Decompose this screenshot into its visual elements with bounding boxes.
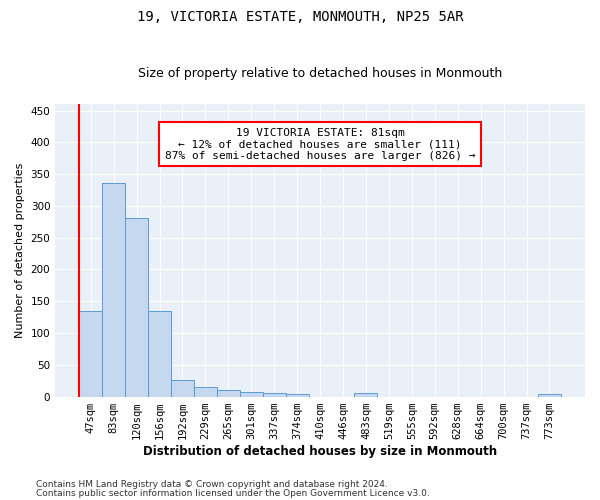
X-axis label: Distribution of detached houses by size in Monmouth: Distribution of detached houses by size … <box>143 444 497 458</box>
Bar <box>102 183 125 396</box>
Bar <box>148 312 171 396</box>
Bar <box>355 394 377 396</box>
Text: Contains HM Land Registry data © Crown copyright and database right 2024.: Contains HM Land Registry data © Crown c… <box>36 480 388 489</box>
Y-axis label: Number of detached properties: Number of detached properties <box>15 162 25 338</box>
Text: 19 VICTORIA ESTATE: 81sqm
← 12% of detached houses are smaller (111)
87% of semi: 19 VICTORIA ESTATE: 81sqm ← 12% of detac… <box>165 128 475 161</box>
Bar <box>240 392 263 396</box>
Bar <box>171 380 194 396</box>
Bar <box>538 394 561 396</box>
Title: Size of property relative to detached houses in Monmouth: Size of property relative to detached ho… <box>138 66 502 80</box>
Text: Contains public sector information licensed under the Open Government Licence v3: Contains public sector information licen… <box>36 489 430 498</box>
Bar <box>286 394 308 396</box>
Bar <box>263 393 286 396</box>
Bar <box>217 390 240 396</box>
Bar <box>79 311 102 396</box>
Bar <box>194 387 217 396</box>
Bar <box>125 218 148 396</box>
Text: 19, VICTORIA ESTATE, MONMOUTH, NP25 5AR: 19, VICTORIA ESTATE, MONMOUTH, NP25 5AR <box>137 10 463 24</box>
